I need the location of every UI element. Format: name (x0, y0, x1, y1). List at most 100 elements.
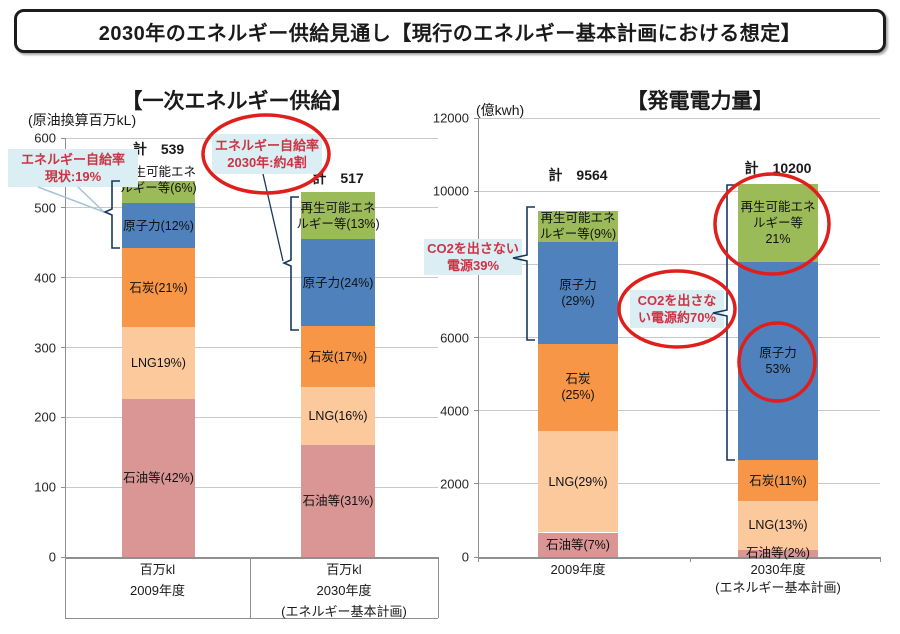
bar-segment-label-renewable: 再生可能エネ ルギー等(13%) (296, 200, 379, 232)
gridline (478, 190, 880, 192)
bar-segment-nuclear (538, 242, 618, 344)
y-axis-tick-label: 12000 (432, 110, 469, 126)
callout-line: い電源約70% (637, 310, 717, 325)
bar-segment-label-nuclear: 原子力 53% (759, 345, 797, 377)
bar-segment-oil (538, 532, 618, 557)
gridline (478, 263, 880, 265)
segment-label-line: LNG(16%) (308, 409, 368, 424)
callout-self-sufficiency-now: エネルギー自給率 現状:19% (8, 149, 138, 187)
bar-segment-label-oil: 石油等(7%) (546, 537, 610, 553)
bar-segment-renewable (122, 180, 195, 204)
bar-segment-oil (738, 549, 818, 557)
segment-label-line: 石油等(31%) (302, 494, 374, 509)
segment-label-line: 53% (765, 362, 791, 377)
y-axis-tick-label: 100 (34, 479, 56, 495)
bar-segment-label-coal: 石炭(11%) (749, 473, 806, 489)
y-axis-tick-label: 200 (34, 409, 56, 425)
segment-label-line: 原子力 (759, 346, 797, 361)
bar-segment-label-oil: 石油等(42%) (123, 470, 194, 486)
bar-segment-label-lng: LNG(13%) (748, 517, 807, 533)
segment-label-line: 石油等(42%) (123, 470, 194, 485)
bar-segment-label-coal: 石炭 (25%) (561, 371, 594, 403)
segment-label-line: 原子力 (559, 277, 597, 292)
y-axis-tick-label: 300 (34, 340, 56, 355)
category-label: 2030年度 (エネルギー基本計画) (715, 561, 841, 597)
gridline (65, 416, 438, 418)
y-axis-tick (61, 556, 65, 558)
y-axis-tick-label: 500 (34, 200, 56, 216)
category-label-line: (エネルギー基本計画) (281, 604, 407, 619)
category-label-line: (エネルギー基本計画) (715, 580, 841, 595)
y-axis-tick-label: 4000 (440, 403, 469, 419)
bar-segment-label-renewable: 再生可能エネ ルギー等 21% (740, 199, 815, 247)
y-axis-tick-label: 6000 (440, 330, 469, 345)
category-label: 2009年度 (551, 561, 606, 579)
bar-segment-renewable (301, 192, 375, 240)
segment-label-line: 石炭 (565, 372, 591, 387)
bar-segment-nuclear (301, 239, 375, 326)
y-axis-tick (61, 486, 65, 488)
bar-segment-coal (301, 325, 375, 388)
bar-segment-label-coal: 石炭(17%) (309, 349, 367, 365)
y-axis-line (65, 138, 66, 618)
segment-label-line: 原子力(12%) (123, 218, 194, 233)
chart-title: 【一次エネルギー供給】 (121, 90, 353, 113)
y-axis-tick (474, 337, 478, 338)
category-divider (438, 557, 439, 618)
bar-segment-label-oil: 石油等(2%) (746, 545, 810, 561)
gridline (65, 486, 438, 488)
y-axis-tick (474, 190, 478, 192)
chart-title: 【発電電力量】 (626, 90, 774, 113)
segment-label-line: 再生可能エネ (740, 200, 816, 215)
bar-segment-coal (738, 459, 818, 501)
gridline (478, 483, 880, 485)
segment-label-line: LNG(13%) (748, 518, 808, 533)
y-axis-tick (61, 416, 65, 418)
category-label: 百万kl 2009年度 (130, 559, 185, 601)
y-axis-tick-label: 400 (34, 270, 56, 286)
segment-label-line: ルギー等(13%) (296, 216, 380, 231)
gridline (478, 117, 880, 119)
bar-total-label: 計 10200 (744, 159, 812, 176)
x-axis-tick (690, 557, 691, 562)
segment-label-line: 石油等(2%) (746, 546, 810, 561)
y-axis-tick (61, 277, 65, 279)
bar-segment-label-nuclear: 原子力(12%) (123, 218, 194, 234)
bar-segment-coal (122, 248, 195, 328)
leader-line (262, 173, 284, 262)
bar-segment-label-lng: LNG19%) (131, 355, 186, 371)
callout-co2-free-70: CO2を出さな い電源約70% (630, 290, 724, 328)
segment-label-line: (25%) (561, 388, 595, 403)
y-axis-tick (474, 483, 478, 485)
callout-line: CO2を出さない (427, 241, 519, 256)
bar-total-label: 計 9564 (548, 166, 608, 183)
segment-label-line: (29%) (561, 293, 595, 308)
axis-unit-label: (億kwh) (476, 102, 525, 118)
segment-label-line: 石炭(17%) (308, 349, 368, 364)
y-axis-tick-label: 0 (461, 549, 469, 565)
callout-line: 現状:19% (44, 169, 102, 184)
bar-segment-nuclear (122, 203, 195, 249)
callout-co2-free-39: CO2を出さない 電源39% (424, 239, 522, 275)
bar-segment-label-oil: 石油等(31%) (303, 493, 374, 509)
x-axis-line (65, 557, 438, 559)
segment-label-line: 再生可能エネ (120, 164, 196, 179)
bar-segment-lng (538, 431, 618, 533)
segment-label-line: LNG(29%) (548, 474, 608, 489)
segment-label-line: ルギー等(6%) (120, 180, 197, 195)
category-label: 百万kl 2030年度 (エネルギー基本計画) (281, 559, 407, 622)
bar-segment-label-renewable: 再生可能エネ ルギー等(9%) (540, 210, 616, 242)
category-label-line: 百万kl (139, 562, 176, 577)
bracket-left-2009 (102, 180, 120, 249)
bar-segment-label-nuclear: 原子力(24%) (303, 275, 374, 291)
bar-segment-lng (122, 327, 195, 399)
segment-label-line: 石炭(21%) (129, 280, 188, 295)
bar-segment-label-nuclear: 原子力 (29%) (559, 277, 597, 309)
y-axis-tick (474, 410, 478, 412)
category-label-line: 2009年度 (130, 583, 185, 598)
category-label-line: 2009年度 (550, 562, 606, 577)
page-title: 2030年のエネルギー供給見通し【現行のエネルギー基本計画における想定】 (98, 22, 802, 45)
segment-label-line: 原子力(24%) (302, 275, 374, 290)
y-axis-tick (474, 117, 478, 119)
